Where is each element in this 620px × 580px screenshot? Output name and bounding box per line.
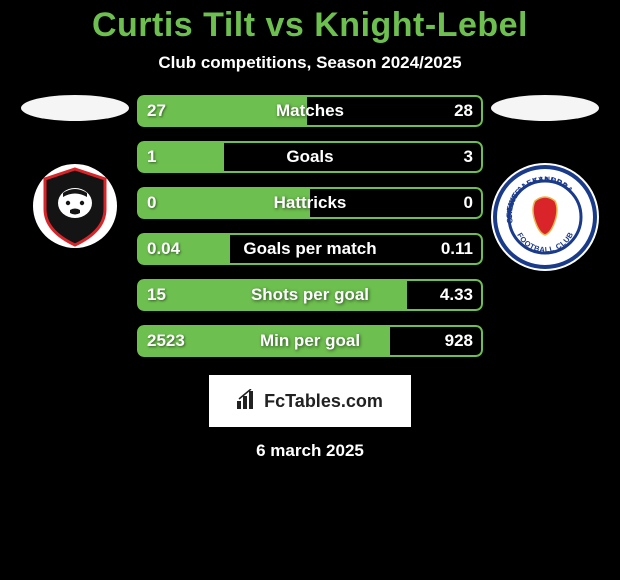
stat-value-left: 1: [147, 147, 156, 167]
stat-value-right: 28: [454, 101, 473, 121]
stat-value-left: 2523: [147, 331, 185, 351]
stat-bar: 0 0 Hattricks: [137, 187, 483, 219]
crewe-crest-icon: CREWE ALEXANDRA CREWE ALEXANDRA FOOTBALL…: [491, 163, 599, 271]
right-player-photo: [491, 95, 599, 121]
logo-bars-icon: [237, 389, 259, 414]
stat-label: Min per goal: [260, 331, 360, 351]
stat-label: Matches: [276, 101, 344, 121]
left-club-badge: [25, 163, 125, 249]
stat-value-left: 27: [147, 101, 166, 121]
salford-crest-icon: [25, 163, 125, 249]
stat-value-left: 0: [147, 193, 156, 213]
left-player-photo: [21, 95, 129, 121]
logo-text: FcTables.com: [264, 391, 383, 412]
stat-value-left: 0.04: [147, 239, 180, 259]
stat-value-right: 0.11: [441, 239, 473, 259]
stat-value-right: 0: [464, 193, 473, 213]
stat-label: Shots per goal: [251, 285, 369, 305]
date-text: 6 march 2025: [0, 441, 620, 461]
stat-bar: 2523 928 Min per goal: [137, 325, 483, 357]
stat-value-right: 4.33: [440, 285, 473, 305]
left-side: [15, 95, 135, 249]
stat-label: Goals: [286, 147, 333, 167]
stat-value-right: 928: [445, 331, 473, 351]
stat-label: Goals per match: [243, 239, 376, 259]
stat-bar: 15 4.33 Shots per goal: [137, 279, 483, 311]
right-club-badge: CREWE ALEXANDRA CREWE ALEXANDRA FOOTBALL…: [491, 163, 599, 271]
fctables-logo: FcTables.com: [209, 375, 411, 427]
stat-value-left: 15: [147, 285, 166, 305]
stats-column: 27 28 Matches 1 3 Goals 0 0 Hattricks 0.04 0.11 Goa…: [135, 95, 485, 357]
stat-value-right: 3: [464, 147, 473, 167]
main-row: 27 28 Matches 1 3 Goals 0 0 Hattricks 0.04 0.11 Goa…: [0, 95, 620, 357]
stat-label: Hattricks: [274, 193, 347, 213]
page-title: Curtis Tilt vs Knight-Lebel: [0, 6, 620, 45]
infographic-container: Curtis Tilt vs Knight-Lebel Club competi…: [0, 0, 620, 461]
stat-bar: 1 3 Goals: [137, 141, 483, 173]
stat-bar: 27 28 Matches: [137, 95, 483, 127]
subtitle: Club competitions, Season 2024/2025: [0, 53, 620, 73]
right-side: CREWE ALEXANDRA CREWE ALEXANDRA FOOTBALL…: [485, 95, 605, 271]
stat-fill-right: [224, 141, 484, 173]
stat-bar: 0.04 0.11 Goals per match: [137, 233, 483, 265]
